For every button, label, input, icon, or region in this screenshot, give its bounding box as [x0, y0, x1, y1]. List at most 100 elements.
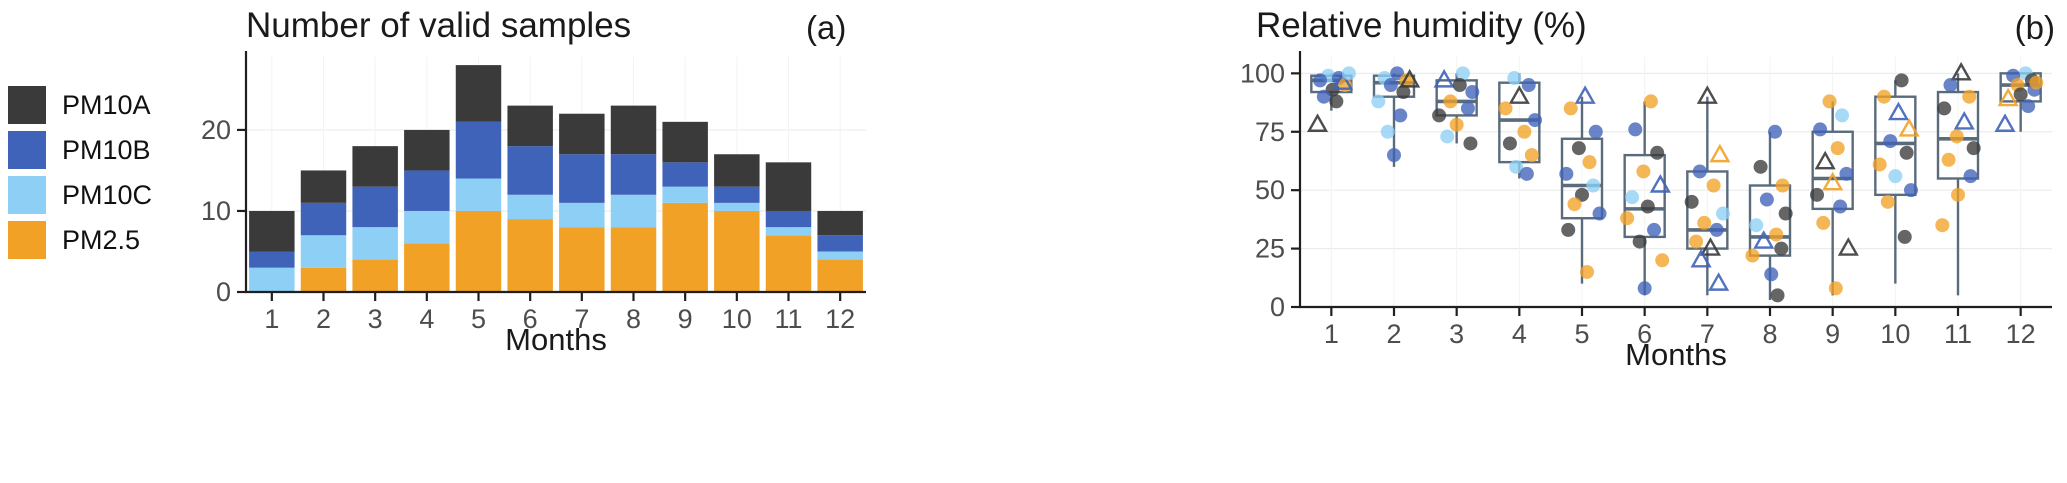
bar-segment-pm10b-month-9 — [662, 162, 708, 187]
bar-segment-pm10b-month-11 — [765, 210, 812, 228]
data-point — [1575, 187, 1589, 202]
data-point — [2021, 99, 2036, 114]
data-point-triangle — [1508, 85, 1530, 104]
y-tick-label: 0 — [1270, 292, 1285, 322]
data-point — [1519, 166, 1534, 181]
data-point — [1507, 71, 1522, 86]
data-point — [1880, 194, 1895, 209]
legend-swatch-pm10a — [8, 86, 46, 124]
data-point — [1341, 66, 1356, 81]
data-point — [1316, 89, 1331, 104]
bar-segment-pm10a-month-8 — [610, 105, 657, 155]
panel-a-x-axis-label: Months — [505, 322, 607, 357]
data-point-triangle — [1898, 117, 1920, 137]
data-point — [1440, 129, 1455, 144]
data-point — [1509, 159, 1524, 174]
data-point — [1640, 199, 1655, 214]
data-point — [1877, 89, 1892, 104]
bar-segment-pm10c-month-5 — [455, 178, 502, 211]
bar-segment-pm10a-month-9 — [662, 121, 708, 163]
data-point — [2013, 87, 2028, 102]
bar-segment-pm10a-month-12 — [817, 210, 863, 236]
bar-segment-pm10c-month-8 — [610, 194, 657, 228]
x-tick-label: 2 — [1386, 319, 1401, 349]
data-point-triangle — [1953, 110, 1975, 130]
legend-label: PM10B — [62, 134, 151, 165]
data-point-triangle — [1950, 61, 1972, 81]
data-point — [1452, 78, 1467, 93]
x-tick-label: 6 — [1637, 319, 1652, 349]
bar-segment-pm10b-month-5 — [455, 121, 502, 179]
data-point — [1943, 78, 1958, 93]
x-tick-label: 10 — [722, 304, 752, 334]
bar-segment-pm25-month-3 — [352, 259, 398, 292]
x-tick-label: 8 — [626, 304, 641, 334]
bar-segment-pm10b-month-4 — [404, 170, 450, 211]
bar-segment-pm10a-month-6 — [507, 105, 553, 147]
bar-segment-pm25-month-9 — [662, 202, 708, 292]
bar-segment-pm10c-month-1 — [249, 267, 295, 292]
y-tick-label: 25 — [1255, 234, 1285, 264]
data-point — [1775, 178, 1790, 193]
data-point — [1380, 124, 1395, 139]
data-point — [1778, 206, 1793, 221]
data-point-triangle — [1399, 68, 1421, 88]
x-tick-label: 11 — [774, 304, 802, 334]
x-tick-label: 1 — [264, 304, 279, 334]
data-point-triangle — [1822, 171, 1844, 191]
data-point — [1941, 152, 1956, 167]
x-tick-label: 2 — [316, 304, 331, 334]
data-point — [1745, 248, 1760, 263]
x-tick-label: 4 — [1512, 319, 1527, 349]
y-tick-label: 75 — [1255, 117, 1285, 147]
data-point — [1393, 108, 1408, 123]
box — [1936, 90, 1980, 180]
data-point-triangle — [1814, 150, 1836, 170]
box — [1874, 95, 1917, 197]
data-point — [1697, 215, 1712, 230]
data-point — [1753, 159, 1768, 174]
bar-segment-pm25-month-10 — [714, 210, 760, 292]
bar-segment-pm10b-month-7 — [559, 154, 605, 203]
x-tick-label: 12 — [2006, 319, 2036, 349]
data-point-triangle — [1574, 85, 1596, 104]
data-point — [1689, 234, 1704, 249]
data-point — [1396, 85, 1411, 100]
y-tick-label: 20 — [201, 115, 231, 145]
data-point — [1816, 215, 1831, 230]
data-point — [1828, 281, 1843, 296]
data-point — [1313, 73, 1328, 88]
data-point — [1833, 199, 1848, 214]
x-tick-label: 9 — [1825, 319, 1840, 349]
data-point — [1580, 264, 1595, 279]
data-point-triangle — [1708, 272, 1730, 291]
data-point — [1899, 145, 1914, 160]
legend-swatch-pm25 — [8, 221, 46, 259]
data-point — [1839, 166, 1854, 181]
data-point — [1764, 267, 1779, 282]
data-point — [1897, 229, 1912, 244]
data-point — [1716, 206, 1730, 221]
bar-segment-pm25-month-8 — [610, 227, 657, 292]
data-point — [1935, 218, 1950, 233]
data-point — [1835, 108, 1850, 123]
data-point — [1966, 141, 1981, 156]
bar-segment-pm25-month-12 — [817, 259, 863, 292]
data-point — [1759, 192, 1774, 207]
y-tick-label: 0 — [216, 277, 231, 307]
panel-a-title: Number of valid samples — [246, 6, 632, 45]
data-point — [1571, 141, 1586, 156]
bar-segment-pm10c-month-9 — [662, 186, 708, 203]
data-point — [1643, 94, 1658, 109]
data-point — [1620, 211, 1635, 226]
x-tick-label: 5 — [1574, 319, 1589, 349]
x-tick-label: 3 — [368, 304, 383, 334]
bar-segment-pm10a-month-4 — [404, 129, 450, 171]
data-point — [1563, 101, 1578, 116]
bar-segment-pm10c-month-7 — [559, 202, 605, 228]
data-point — [1521, 78, 1536, 93]
data-point — [1588, 124, 1603, 139]
y-tick-label: 100 — [1240, 58, 1285, 88]
data-point — [1628, 122, 1643, 137]
data-point — [1883, 134, 1898, 149]
